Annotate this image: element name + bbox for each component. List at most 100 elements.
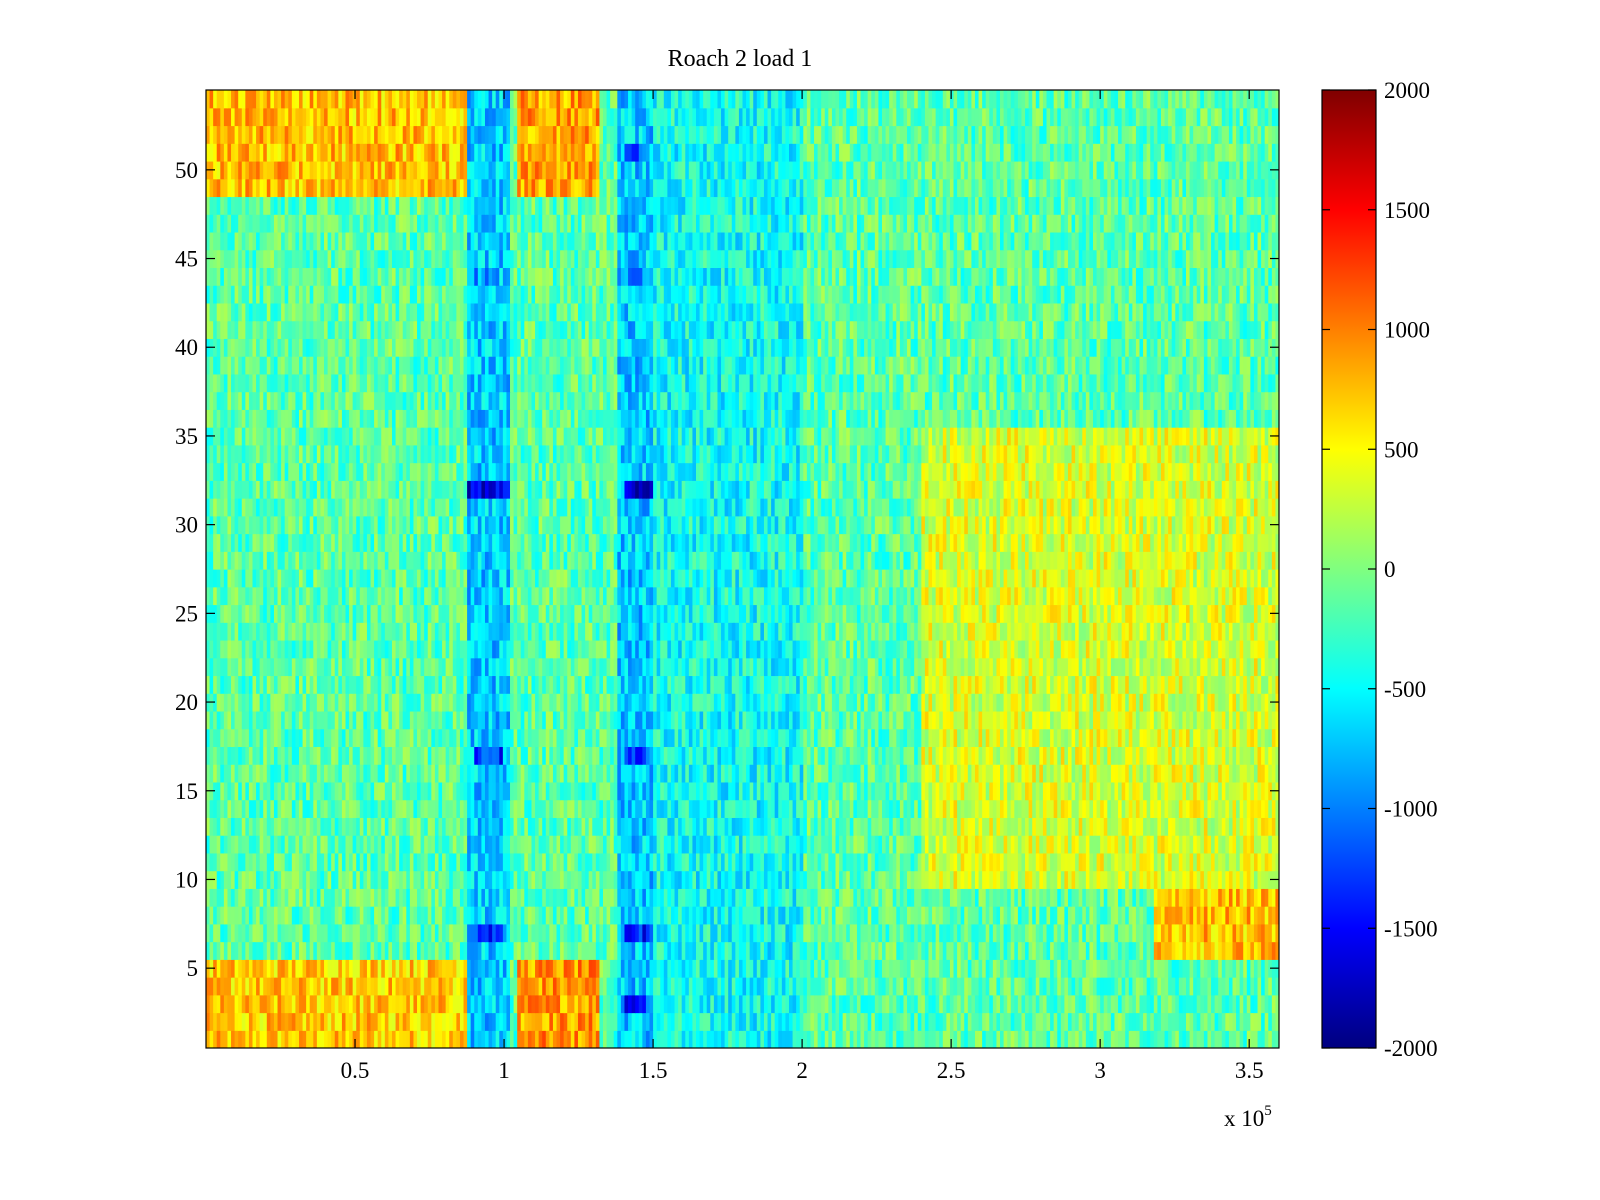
heatmap-cell [467, 764, 472, 783]
heatmap-cell [781, 1030, 787, 1048]
heatmap-cell [545, 817, 550, 836]
heatmap-cell [570, 764, 575, 783]
heatmap-cell [603, 994, 608, 1014]
heatmap-cell [256, 906, 261, 925]
heatmap-cell [1017, 994, 1023, 1014]
heatmap-cell [974, 977, 980, 996]
heatmap-cell [599, 1030, 604, 1048]
heatmap-cell [1075, 817, 1080, 836]
heatmap-cell [284, 994, 289, 1014]
heatmap-cell [459, 906, 465, 925]
heatmap-cell [1028, 994, 1033, 1014]
heatmap-cell [302, 1030, 307, 1048]
heatmap-cell [778, 764, 783, 783]
heatmap-cell [964, 959, 969, 978]
heatmap-cell [1135, 923, 1141, 943]
heatmap-cell [1032, 941, 1037, 960]
heatmap-cell [527, 923, 533, 943]
heatmap-cell [839, 746, 844, 765]
heatmap-cell [1139, 888, 1144, 907]
heatmap-cell [1078, 906, 1083, 925]
heatmap-cell [971, 870, 976, 889]
heatmap-cell [263, 959, 268, 978]
heatmap-cell [1218, 835, 1223, 854]
heatmap-cell [1060, 923, 1065, 943]
heatmap-cell [1178, 852, 1184, 872]
heatmap-cell [763, 817, 769, 836]
heatmap-cell [356, 852, 361, 872]
heatmap-cell [1100, 888, 1105, 907]
heatmap-cell [1164, 1012, 1169, 1031]
heatmap-cell [1168, 888, 1173, 907]
heatmap-cell [467, 835, 472, 854]
heatmap-cell [1253, 994, 1259, 1014]
heatmap-cell [259, 870, 264, 889]
heatmap-cell [896, 870, 901, 889]
heatmap-cell [760, 977, 765, 996]
heatmap-cell [352, 746, 357, 765]
heatmap-cell [1236, 959, 1241, 978]
heatmap-cell [849, 888, 854, 907]
heatmap-cell [1021, 835, 1026, 854]
heatmap-cell [281, 835, 286, 854]
heatmap-cell [581, 977, 586, 996]
heatmap-cell [885, 870, 890, 889]
heatmap-cell [932, 764, 937, 783]
heatmap-cell [1096, 977, 1101, 996]
heatmap-cell [223, 835, 229, 854]
heatmap-cell [967, 870, 973, 889]
heatmap-cell [291, 781, 297, 801]
heatmap-cell [1214, 941, 1219, 960]
heatmap-cell [577, 959, 583, 978]
heatmap-cell [1153, 835, 1158, 854]
heatmap-cell [223, 746, 229, 765]
heatmap-cell [481, 959, 486, 978]
heatmap-cell [649, 888, 654, 907]
heatmap-cell [1225, 781, 1230, 801]
heatmap-cell [660, 977, 665, 996]
heatmap-cell [699, 746, 704, 765]
heatmap-cell [753, 764, 758, 783]
heatmap-cell [942, 941, 947, 960]
heatmap-cell [345, 817, 350, 836]
heatmap-cell [248, 906, 254, 925]
heatmap-cell [753, 959, 758, 978]
heatmap-cell [985, 1030, 990, 1048]
heatmap-cell [1014, 835, 1019, 854]
heatmap-cell [535, 764, 540, 783]
heatmap-cell [910, 906, 915, 925]
heatmap-cell [273, 799, 279, 818]
heatmap-cell [635, 764, 640, 783]
heatmap-cell [696, 870, 701, 889]
heatmap-cell [402, 746, 407, 765]
heatmap-cell [402, 835, 407, 854]
heatmap-cell [688, 835, 694, 854]
heatmap-cell [384, 852, 390, 872]
heatmap-cell [549, 835, 554, 854]
heatmap-cell [1228, 764, 1234, 783]
heatmap-cell [685, 906, 690, 925]
heatmap-cell [474, 764, 479, 783]
heatmap-cell [1025, 888, 1030, 907]
heatmap-cell [1164, 977, 1169, 996]
heatmap-cell [599, 977, 604, 996]
heatmap-cell [935, 764, 940, 783]
heatmap-cell [1200, 959, 1205, 978]
heatmap-cell [1064, 977, 1069, 996]
heatmap-cell [560, 906, 565, 925]
heatmap-cell [885, 852, 890, 872]
heatmap-cell [1110, 1030, 1116, 1048]
heatmap-cell [506, 764, 511, 783]
heatmap-cell [856, 817, 862, 836]
heatmap-cell [1082, 781, 1087, 801]
heatmap-cell [377, 906, 382, 925]
heatmap-cell [667, 870, 672, 889]
heatmap-cell [1246, 852, 1251, 872]
heatmap-cell [248, 994, 254, 1014]
heatmap-cell [1103, 906, 1108, 925]
heatmap-cell [1157, 1030, 1162, 1048]
heatmap-cell [549, 959, 554, 978]
heatmap-cell [603, 888, 608, 907]
heatmap-cell [1096, 764, 1101, 783]
heatmap-cell [1175, 888, 1180, 907]
